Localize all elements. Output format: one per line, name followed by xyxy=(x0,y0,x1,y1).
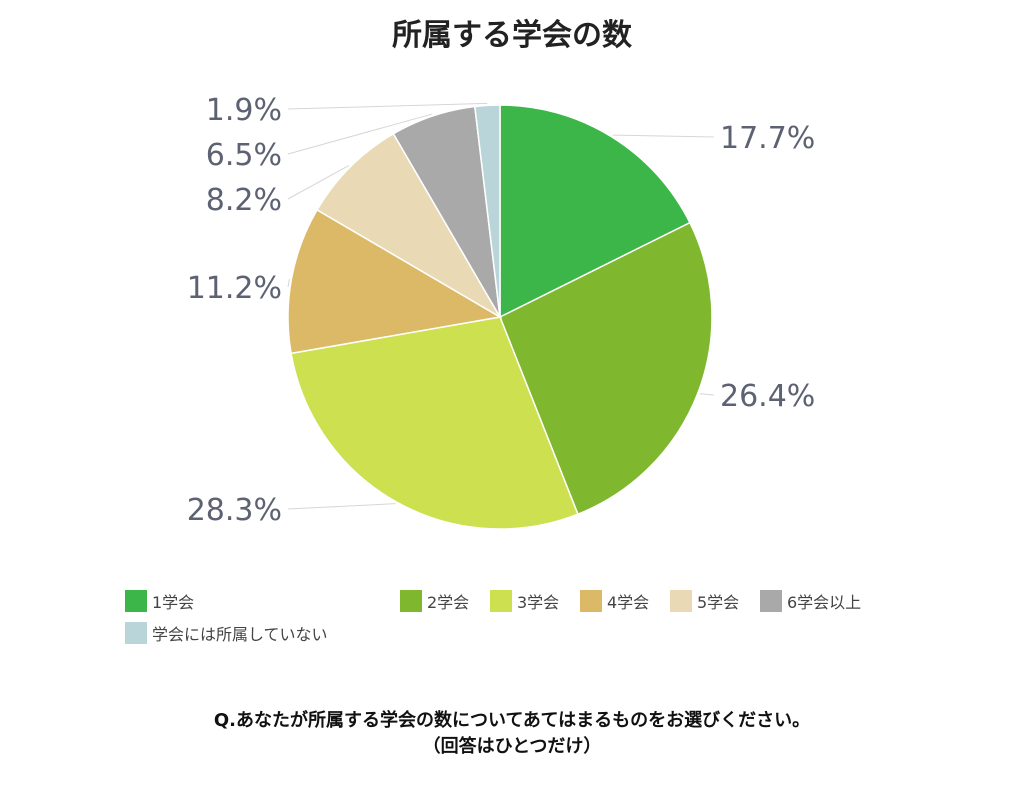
leader-line xyxy=(699,393,715,396)
pie-slice xyxy=(499,221,713,516)
leader-line xyxy=(287,102,488,110)
legend-label: 6学会以上 xyxy=(787,593,862,612)
question-line-1: Q.あなたが所属する学会の数についてあてはまるものをお選びください。 xyxy=(213,710,811,731)
slice-value-label: 6.5% xyxy=(206,138,282,173)
legend-swatch xyxy=(125,622,147,644)
leader-line xyxy=(287,503,396,510)
slice-value-label: 28.3% xyxy=(187,493,282,528)
legend-item: 2学会 xyxy=(400,589,469,613)
chart-title: 所属する学会の数 xyxy=(392,18,632,53)
leader-line xyxy=(287,165,350,200)
legend-swatch xyxy=(580,590,602,612)
pie-slice xyxy=(473,104,501,318)
pie-slice xyxy=(316,132,503,320)
question-line-2: （回答はひとつだけ） xyxy=(422,736,602,758)
leader-line xyxy=(287,113,433,155)
slice-value-label: 1.9% xyxy=(206,93,282,128)
legend-swatch xyxy=(400,590,422,612)
legend-item: 4学会 xyxy=(580,589,649,613)
slice-value-label: 17.7% xyxy=(720,121,815,156)
question-text: Q.あなたが所属する学会の数についてあてはまるものをお選びください。 （回答はひ… xyxy=(0,708,1024,760)
leader-line xyxy=(287,278,290,288)
pie-chart: 17.7% 26.4% 28.3% 11.2% 8.2% 6.5% 1.9% xyxy=(187,93,815,530)
slice-value-label: 8.2% xyxy=(206,183,282,218)
legend-item: 3学会 xyxy=(490,589,559,613)
slice-value-label: 26.4% xyxy=(720,379,815,414)
legend-label: 1学会 xyxy=(152,593,195,612)
legend-swatch xyxy=(670,590,692,612)
legend-label: 学会には所属していない xyxy=(152,625,328,644)
legend-item: 学会には所属していない xyxy=(125,621,328,645)
legend-item: 1学会 xyxy=(125,589,194,613)
pie-slice xyxy=(499,104,691,319)
legend-swatch xyxy=(125,590,147,612)
legend-label: 5学会 xyxy=(697,593,740,612)
pie-slice xyxy=(287,208,503,355)
legend-item: 6学会以上 xyxy=(760,589,861,613)
pie-slice xyxy=(290,316,579,530)
legend-swatch xyxy=(490,590,512,612)
legend-swatch xyxy=(760,590,782,612)
slice-value-label: 11.2% xyxy=(187,271,282,306)
legend-label: 2学会 xyxy=(427,593,470,612)
legend-label: 4学会 xyxy=(607,593,650,612)
legend-label: 3学会 xyxy=(517,593,560,612)
leader-line xyxy=(612,134,715,138)
legend-item: 5学会 xyxy=(670,589,739,613)
